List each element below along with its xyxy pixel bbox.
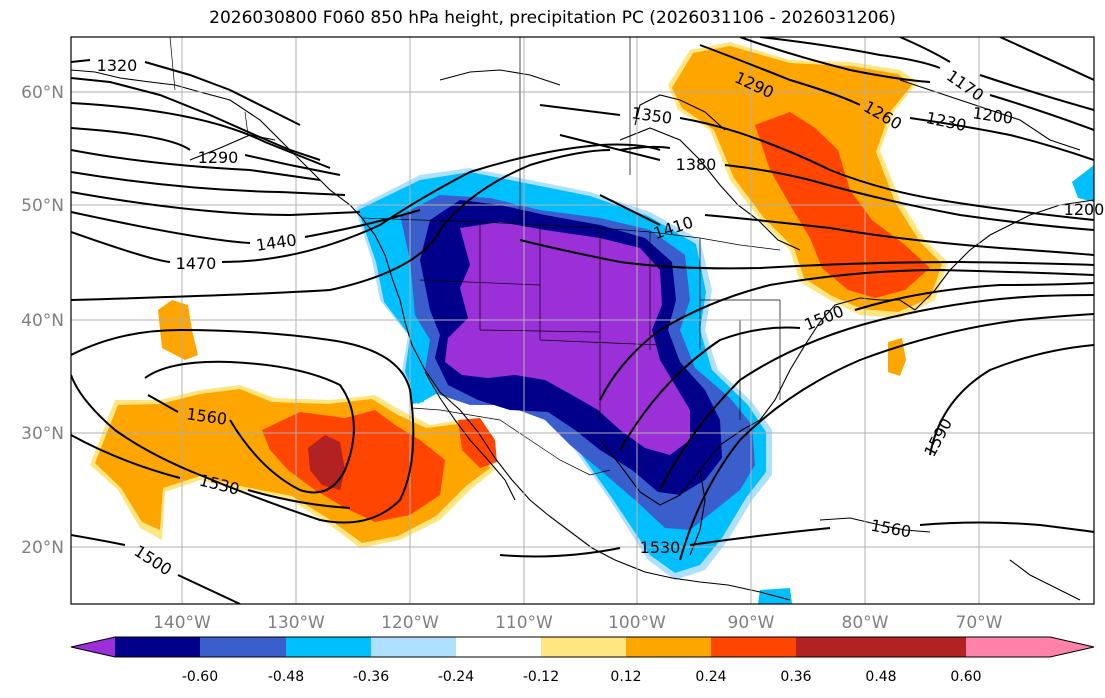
height-contours [71,37,1094,604]
shade-redorange-pacific [262,410,445,522]
colorbar-outline [70,636,1095,658]
map-title: 2026030800 F060 850 hPa height, precipit… [209,8,896,28]
colorbar-segment [1050,637,1094,657]
colorbar-segment [371,637,456,657]
colorbar-tick-label: 0.60 [950,669,981,685]
colorbar-segment [456,637,541,657]
colorbar-segment [115,637,200,657]
lat-label: 30°N [21,424,64,444]
colorbar-tick-label: -0.36 [353,669,389,685]
shade-darkred-pacific [308,435,345,490]
colorbar-tick-label: 0.24 [695,669,726,685]
map-frame [70,36,1095,605]
colorbar-tick-label: -0.60 [182,669,218,685]
contour-label: 1530 [640,538,681,557]
colorbar-segment [626,637,711,657]
colorbar-tick-label: 0.12 [610,669,641,685]
map-area [71,37,1094,604]
colorbar-segment [966,637,1050,657]
colorbar-tick-label: -0.48 [268,669,304,685]
colorbar-segment [286,637,371,657]
contour-label: 1320 [97,56,138,75]
colorbar-segment [796,637,881,657]
lon-label: 130°W [267,613,325,633]
shade-cyan-east [1072,165,1094,202]
contour-label: 1380 [676,155,717,174]
contour-label: 1290 [198,148,239,167]
coastlines [71,69,1094,601]
shade-purple [445,222,690,455]
lat-label: 60°N [21,83,64,103]
colorbar-segment [541,637,626,657]
shade-orange-eastcoast [888,338,906,376]
graticule [71,37,1094,604]
contour-label: 1200 [1064,200,1105,219]
lon-label: 70°W [956,613,1003,633]
colorbar-tick-label: 0.48 [865,669,896,685]
colorbar-segment [200,637,286,657]
lon-label: 100°W [608,613,666,633]
shade-redorange-baja [458,418,497,468]
lon-label: 110°W [495,613,553,633]
lon-label: 80°W [842,613,889,633]
colorbar-tick-label: 0.36 [780,669,811,685]
shade-cyan-west [410,386,424,404]
lon-label: 120°W [381,613,439,633]
precip-negative-shading [355,165,1094,604]
lat-label: 50°N [21,196,64,216]
lon-label: 140°W [153,613,211,633]
lat-label: 20°N [21,538,64,558]
political-borders [169,37,781,476]
lon-label: 90°W [728,613,775,633]
latitude-labels: 60°N 50°N 40°N 30°N 20°N [21,83,64,558]
colorbar: -0.60 -0.48 -0.36 -0.24 -0.12 0.12 0.24 … [70,636,1095,685]
colorbar-segment [881,637,966,657]
colorbar-segment [711,637,796,657]
longitude-labels: 140°W 130°W 120°W 110°W 100°W 90°W 80°W … [153,613,1003,633]
colorbar-segment [71,637,115,657]
colorbar-tick-label: -0.12 [523,669,559,685]
contour-label: 1470 [176,254,217,273]
lat-label: 40°N [21,311,64,331]
colorbar-tick-label: -0.24 [438,669,474,685]
